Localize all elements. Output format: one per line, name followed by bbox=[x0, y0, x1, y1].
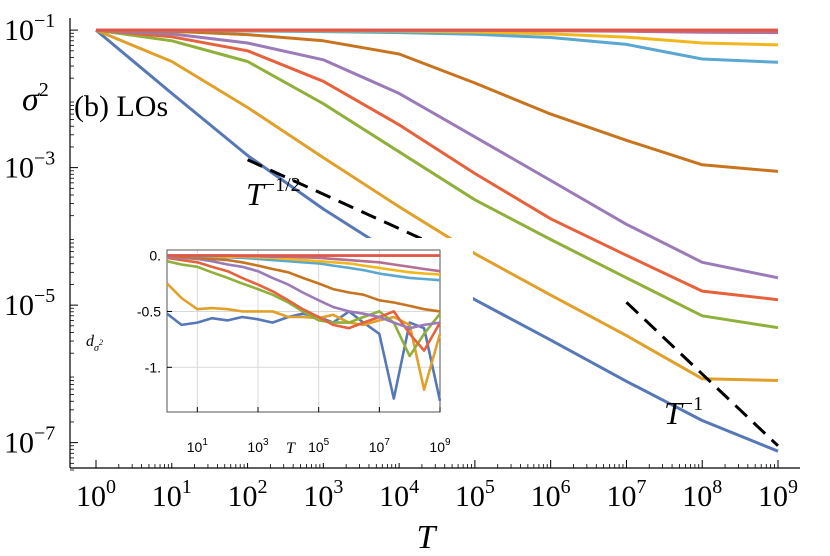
inset-y-axis-title-sub: σ bbox=[94, 343, 100, 354]
inset-y-axis-title-base: d bbox=[86, 333, 95, 350]
inset-y-axis-title-subsup: 2 bbox=[99, 338, 103, 347]
inset-x-tick-label: 101 bbox=[187, 437, 209, 455]
series-line-1 bbox=[95, 28, 779, 382]
x-tick-label: 105 bbox=[455, 476, 495, 513]
inset-plot-area: 0. -0.5 -1. 101 103 105 107 109 bbox=[137, 248, 451, 455]
reference-line-0 bbox=[246, 158, 453, 255]
y-axis-title-base: σ bbox=[22, 81, 40, 118]
inset-series-line-1 bbox=[166, 282, 442, 391]
inset-y-axis-title: dσ2 bbox=[86, 333, 103, 354]
y-tick-label: 10−7 bbox=[4, 423, 55, 460]
inset-plot: 0. -0.5 -1. 101 103 105 107 109 dσ2 T bbox=[86, 238, 473, 463]
y-axis-title-sup: 2 bbox=[39, 79, 49, 101]
x-tick-label: 101 bbox=[152, 476, 192, 513]
reference-line-label: T−1/2 bbox=[246, 174, 301, 212]
inset-frame bbox=[166, 249, 441, 413]
inset-series-line-3 bbox=[166, 256, 442, 352]
inset-x-tick-label: 105 bbox=[308, 437, 330, 455]
inset-series-line-0 bbox=[166, 310, 442, 402]
series-line-5 bbox=[95, 28, 779, 173]
series-line-6 bbox=[95, 28, 779, 64]
x-tick-label: 106 bbox=[531, 476, 571, 513]
y-tick-label: 10−1 bbox=[4, 10, 55, 47]
x-tick-label: 109 bbox=[758, 476, 798, 513]
inset-x-axis-title: T bbox=[286, 440, 296, 457]
x-tick-label: 104 bbox=[379, 476, 419, 513]
panel-label: (b) LOs bbox=[74, 90, 168, 123]
x-tick-label: 102 bbox=[228, 476, 268, 513]
x-tick-label: 103 bbox=[303, 476, 343, 513]
main-labels: (b) LOs σ2 T bbox=[22, 79, 438, 556]
series-line-2 bbox=[95, 28, 779, 330]
main-plot: 100 101 102 103 104 105 106 107 108 109 10−1 10−3 10… bbox=[4, 10, 800, 513]
inset-background bbox=[157, 238, 473, 463]
series-line-3 bbox=[95, 28, 779, 302]
x-tick-label: 100 bbox=[76, 476, 116, 513]
y-axis-title: σ2 bbox=[22, 79, 49, 118]
inset-x-tick-label: 107 bbox=[369, 437, 391, 455]
inset-x-tick-label: 109 bbox=[429, 437, 451, 455]
inset-y-tick-label: -0.5 bbox=[137, 303, 161, 319]
inset-y-tick-label: -1. bbox=[145, 359, 161, 375]
x-axis-title: T bbox=[417, 519, 438, 556]
y-tick-label: 10−3 bbox=[4, 148, 55, 185]
series-line-4 bbox=[95, 28, 779, 280]
inset-series-line-4 bbox=[166, 255, 441, 330]
y-tick-label: 10−5 bbox=[4, 285, 55, 322]
x-tick-label: 107 bbox=[606, 476, 646, 513]
inset-series-line-5 bbox=[166, 254, 441, 313]
inset-x-tick-label: 103 bbox=[247, 437, 269, 455]
reference-line-1 bbox=[625, 301, 780, 447]
inset-y-tick-label: 0. bbox=[149, 248, 161, 264]
reference-line-label: T−1 bbox=[664, 393, 703, 431]
x-tick-label: 108 bbox=[682, 476, 722, 513]
